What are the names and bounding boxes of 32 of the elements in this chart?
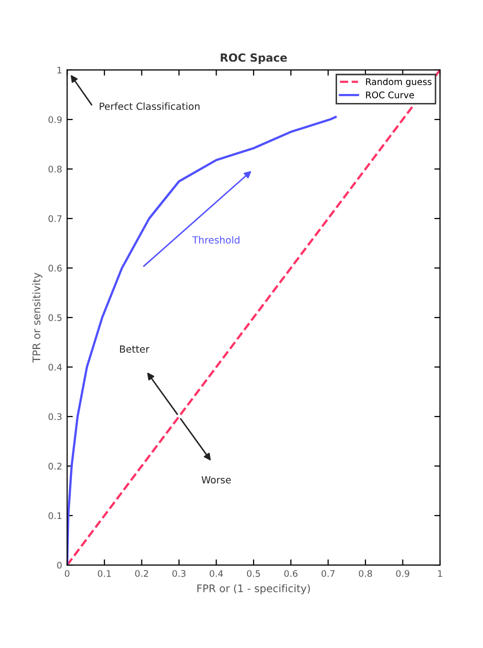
annotation: Better: [120, 346, 150, 353]
chart-title: ROC Space: [220, 53, 287, 64]
y-tick-label: 0.6: [48, 264, 62, 272]
x-tick-label: 0.1: [98, 570, 111, 577]
y-tick-label: 0.2: [48, 462, 62, 470]
annotation: Threshold: [192, 236, 240, 244]
y-tick-label: 0.1: [48, 512, 62, 520]
y-axis-title: TPR or sensitivity: [32, 272, 42, 363]
y-tick-label: 0.4: [48, 364, 62, 371]
y-tick-label: 0.7: [48, 215, 62, 222]
y-tick-label: 0: [57, 562, 62, 569]
x-tick-label: 0: [64, 570, 70, 577]
x-tick-label: 0.9: [396, 570, 410, 577]
x-tick-label: 0.3: [172, 570, 186, 577]
y-tick-label: 1: [58, 66, 62, 74]
y-tick-label: 0.8: [48, 166, 62, 173]
x-tick-label: 0.4: [210, 570, 223, 577]
x-tick-label: 0.6: [284, 570, 298, 577]
x-tick-label: 0.8: [358, 570, 372, 577]
annotation: Perfect Classification: [100, 102, 200, 110]
x-tick-label: 0.2: [135, 570, 148, 577]
legend-label: ROC Curve: [366, 92, 414, 98]
x-tick-label: 0.5: [246, 570, 260, 577]
y-tick-label: 0.3: [48, 413, 62, 420]
y-tick-label: 0.9: [48, 116, 62, 124]
y-tick-label: 0.5: [48, 314, 62, 322]
line-series: [67, 116, 337, 566]
x-tick-label: 1: [438, 570, 442, 577]
annotation: Worse: [202, 476, 231, 484]
legend-label: Random guess: [366, 78, 432, 87]
x-tick-label: 0.7: [322, 570, 335, 577]
x-axis-title: FPR or (1 - specificity): [197, 584, 310, 594]
